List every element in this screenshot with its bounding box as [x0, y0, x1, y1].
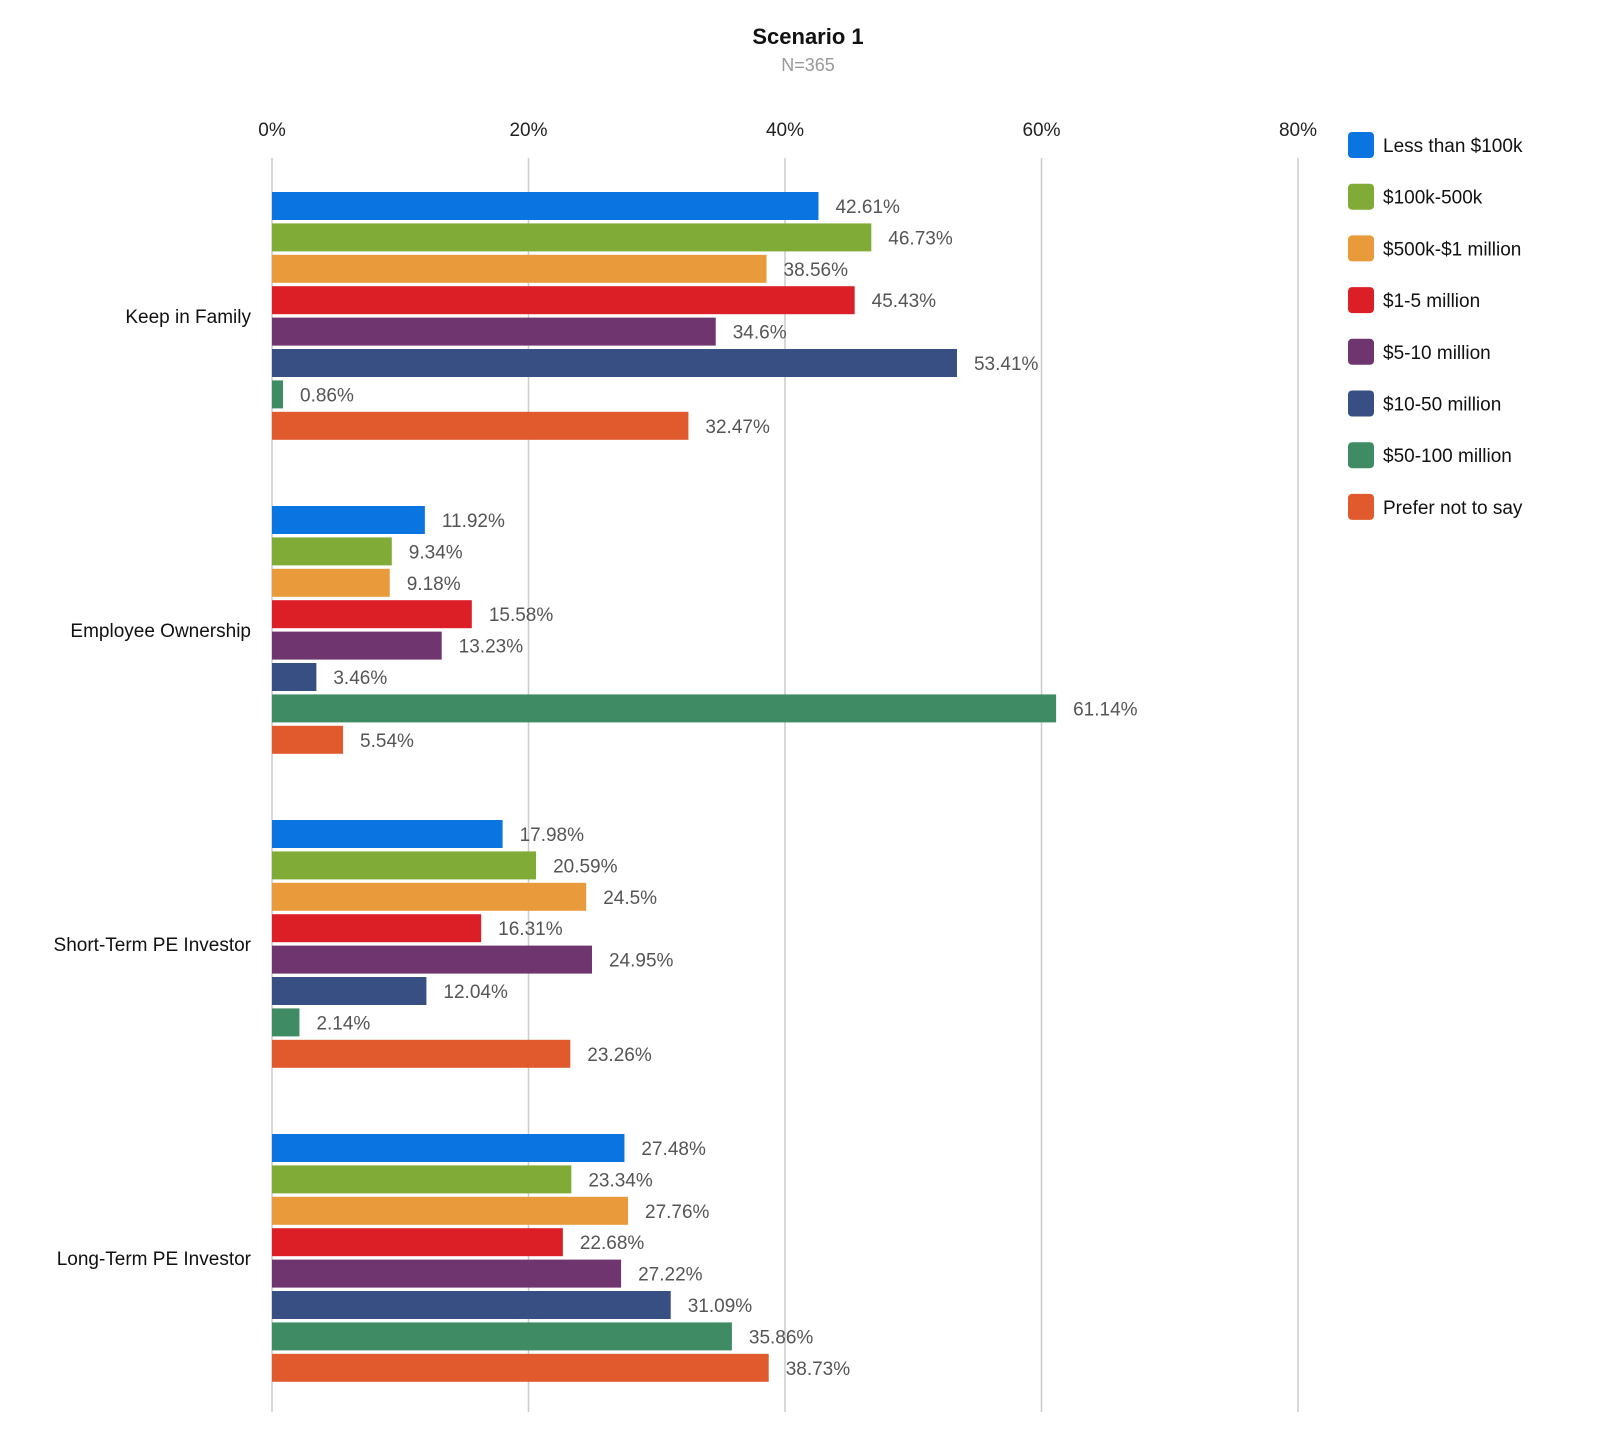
data-label: 3.46%: [333, 668, 387, 689]
data-label: 22.68%: [580, 1233, 645, 1254]
data-label: 38.73%: [786, 1359, 851, 1380]
data-label: 46.73%: [888, 228, 953, 249]
bar: [272, 600, 472, 629]
data-label: 34.6%: [733, 323, 787, 344]
data-label: 16.31%: [498, 919, 563, 940]
data-label: 17.98%: [520, 825, 585, 846]
bar: [272, 317, 716, 346]
bar: [272, 411, 689, 440]
bar: [272, 1259, 622, 1288]
legend-swatch: [1348, 235, 1374, 262]
data-label: 24.5%: [603, 888, 657, 909]
data-label: 9.18%: [407, 574, 461, 595]
legend-label: $50-100 million: [1383, 446, 1512, 467]
data-label: 27.22%: [638, 1265, 703, 1286]
bars: [272, 192, 1057, 1382]
x-axis-ticks: 0% 20% 40% 60% 80%: [258, 120, 1317, 141]
legend-label: $500k-$1 million: [1383, 239, 1521, 260]
data-label: 27.76%: [645, 1202, 710, 1223]
bar: [272, 820, 503, 848]
category-label: Keep in Family: [125, 307, 251, 328]
category-label: Long-Term PE Investor: [57, 1249, 252, 1270]
bar: [272, 1196, 629, 1225]
bar: [272, 254, 767, 283]
bar: [272, 1165, 572, 1194]
bar: [272, 537, 392, 566]
chart-subtitle: N=365: [781, 55, 835, 75]
data-label: 31.09%: [688, 1296, 753, 1317]
legend-swatch: [1348, 390, 1374, 417]
data-label: 0.86%: [300, 385, 354, 406]
data-label: 32.47%: [705, 417, 770, 438]
legend-label: $10-50 million: [1383, 395, 1501, 416]
data-label: 20.59%: [553, 856, 618, 877]
bar: [272, 223, 872, 252]
legend-swatch: [1348, 442, 1374, 469]
legend-label: Prefer not to say: [1383, 498, 1523, 519]
data-label: 5.54%: [360, 731, 414, 752]
data-label: 23.26%: [587, 1045, 652, 1066]
x-tick-label: 40%: [766, 120, 804, 141]
data-label: 42.61%: [835, 197, 900, 218]
x-tick-label: 60%: [1022, 120, 1060, 141]
bar: [272, 1008, 300, 1037]
bar: [272, 286, 855, 315]
bar: [272, 1353, 769, 1382]
legend-swatch: [1348, 132, 1374, 158]
x-tick-label: 80%: [1279, 120, 1317, 141]
legend-swatch: [1348, 493, 1374, 520]
legend-label: Less than $100k: [1383, 136, 1523, 157]
data-label: 35.86%: [749, 1327, 814, 1348]
bar: [272, 1039, 571, 1068]
legend-swatch: [1348, 183, 1374, 210]
data-label: 2.14%: [316, 1013, 370, 1034]
bar: [272, 663, 317, 691]
data-label: 23.34%: [588, 1170, 653, 1191]
data-label: 27.48%: [641, 1139, 706, 1160]
data-label: 24.95%: [609, 951, 674, 972]
bar: [272, 725, 344, 754]
category-labels: Keep in Family Employee Ownership Short-Te…: [54, 307, 252, 1270]
x-tick-label: 0%: [258, 120, 286, 141]
data-label: 13.23%: [459, 637, 524, 658]
legend-swatch: [1348, 287, 1374, 314]
bar: [272, 1228, 563, 1257]
x-tick-label: 20%: [509, 120, 547, 141]
bar: [272, 506, 425, 534]
bar: [272, 1322, 732, 1351]
legend-label: $100k-500k: [1383, 188, 1483, 209]
category-label: Short-Term PE Investor: [54, 935, 252, 956]
data-labels: 42.61% 46.73% 38.56% 45.43% 34.6% 53.41% 0.86%…: [300, 197, 1138, 1380]
data-label: 45.43%: [872, 291, 937, 312]
chart-title: Scenario 1: [752, 24, 863, 49]
legend-swatch: [1348, 338, 1374, 365]
data-label: 12.04%: [443, 982, 508, 1003]
legend-label: $5-10 million: [1383, 343, 1491, 364]
data-label: 53.41%: [974, 354, 1039, 375]
bar: [272, 945, 592, 974]
bar: [272, 380, 284, 409]
bar: [272, 694, 1057, 723]
data-label: 11.92%: [442, 511, 505, 532]
bar: [272, 192, 819, 220]
bar: [272, 882, 587, 911]
category-label: Employee Ownership: [70, 621, 251, 642]
data-label: 15.58%: [489, 605, 554, 626]
data-label: 9.34%: [409, 542, 463, 563]
bar: [272, 914, 482, 943]
bar: [272, 568, 390, 597]
bar: [272, 851, 537, 880]
legend: Less than $100k $100k-500k $500k-$1 millio…: [1348, 132, 1523, 520]
legend-label: $1-5 million: [1383, 291, 1480, 312]
bar: [272, 349, 957, 377]
bar: [272, 1291, 671, 1319]
data-label: 61.14%: [1073, 699, 1138, 720]
bar: [272, 977, 427, 1005]
bar: [272, 1134, 625, 1162]
bar: [272, 631, 442, 660]
data-label: 38.56%: [784, 260, 849, 281]
